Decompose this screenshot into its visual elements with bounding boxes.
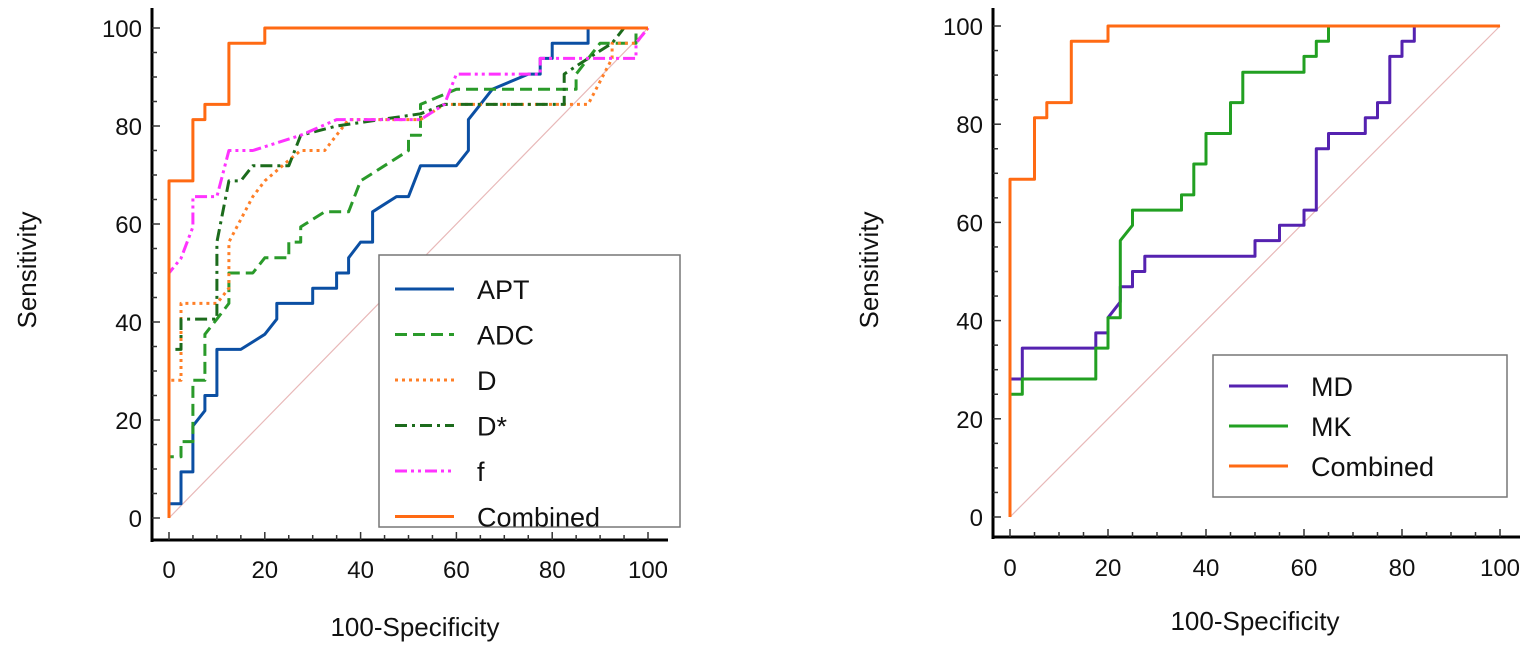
- x-axis-label: 100-Specificity: [1170, 606, 1339, 636]
- x-tick-label: 100: [1480, 555, 1520, 582]
- series-line-mk: [1008, 24, 1500, 517]
- y-tick-label: 0: [970, 505, 983, 532]
- x-tick-label: 40: [347, 557, 374, 584]
- legend-label: D*: [477, 412, 507, 442]
- y-tick-label: 40: [115, 310, 142, 337]
- y-tick-label: 20: [956, 407, 983, 434]
- y-tick-label: 80: [956, 112, 983, 139]
- series-line-d: [167, 27, 650, 518]
- legend-box: [378, 254, 681, 528]
- y-axis-label: Sensitivity: [854, 211, 884, 328]
- series-line-f: [167, 27, 650, 518]
- y-tick-label: 60: [956, 210, 983, 237]
- series-line-md: [1008, 24, 1500, 517]
- legend: MD MK Combined: [1212, 354, 1508, 498]
- legend-label: ADC: [477, 321, 534, 351]
- legend-label: D: [477, 366, 497, 396]
- legend-label: f: [477, 457, 485, 487]
- y-tick-label: 20: [115, 408, 142, 435]
- x-tick-label: 60: [1291, 555, 1318, 582]
- y-tick-label: 40: [956, 309, 983, 336]
- x-tick-label: 80: [539, 557, 566, 584]
- x-tick-label: 0: [1003, 555, 1016, 582]
- legend: APT ADC D D* f Combined: [378, 254, 681, 533]
- series-line-d-star: [167, 26, 648, 518]
- x-tick-label: 20: [1095, 555, 1122, 582]
- y-tick-label: 100: [943, 14, 983, 41]
- y-tick-label: 60: [115, 212, 142, 239]
- reference-diagonal: [1009, 25, 1501, 518]
- legend-label: MD: [1311, 372, 1353, 402]
- x-tick-label: 20: [251, 557, 278, 584]
- legend-label: MK: [1311, 412, 1352, 442]
- x-tick-label: 40: [1193, 555, 1220, 582]
- legend-label: APT: [477, 275, 530, 305]
- y-tick-label: 100: [102, 16, 142, 43]
- x-tick-label: 0: [162, 557, 175, 584]
- x-axis-label: 100-Specificity: [330, 612, 499, 642]
- y-tick-label: 80: [115, 114, 142, 141]
- x-tick-label: 100: [628, 557, 668, 584]
- y-tick-label: 0: [129, 506, 142, 533]
- legend-label: Combined: [477, 503, 600, 533]
- y-axis-label: Sensitivity: [12, 211, 42, 328]
- roc-panel-right: Sensitivity 100-Specificity 0 20 40 60 80 100…: [854, 8, 1520, 636]
- x-tick-label: 80: [1389, 555, 1416, 582]
- x-tick-label: 60: [443, 557, 470, 584]
- series-line-adc: [167, 26, 648, 518]
- roc-panel-left: Sensitivity 100-Specificity 0 20 40 60 80 100…: [12, 8, 681, 642]
- series-line-combined: [167, 26, 648, 518]
- legend-label: Combined: [1311, 452, 1434, 482]
- series-line-combined: [1008, 24, 1500, 517]
